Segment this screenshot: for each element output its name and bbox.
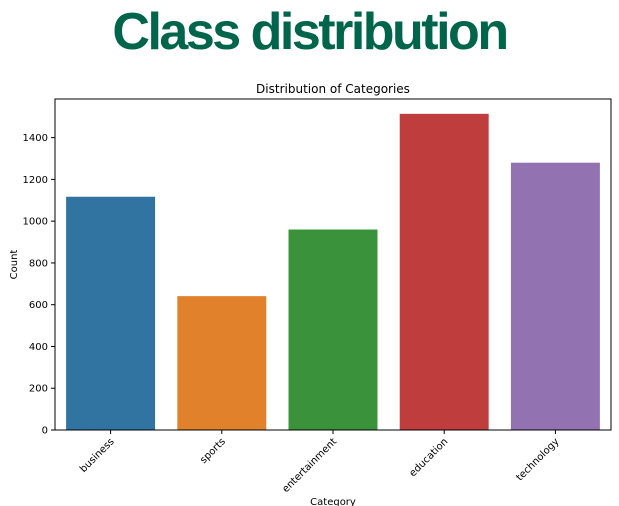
x-axis-label: Category bbox=[310, 497, 356, 506]
y-tick-label: 1000 bbox=[23, 217, 48, 228]
y-tick-label: 400 bbox=[29, 342, 48, 353]
x-tick-label: technology bbox=[514, 436, 561, 483]
bar-sports bbox=[177, 296, 267, 430]
bars-group bbox=[66, 113, 600, 430]
y-tick-label: 0 bbox=[42, 426, 48, 437]
y-axis-label: Count bbox=[9, 250, 20, 280]
y-tick-label: 1400 bbox=[23, 133, 48, 144]
plot-frame bbox=[54, 98, 612, 431]
x-tick-label: business bbox=[78, 436, 117, 475]
y-tick-label: 200 bbox=[29, 384, 48, 395]
bar-entertainment bbox=[288, 229, 378, 430]
y-tick-label: 1200 bbox=[23, 175, 48, 186]
x-axis: business sports entertainment education tech… bbox=[78, 430, 562, 495]
x-tick-label: entertainment bbox=[280, 436, 339, 495]
bar-business bbox=[66, 196, 156, 430]
bar-chart: Distribution of Categories 0 200 400 600 800… bbox=[9, 82, 612, 506]
x-tick-label: sports bbox=[198, 436, 228, 466]
x-tick-label: education bbox=[407, 436, 450, 479]
page-headline: Class distribution bbox=[112, 3, 509, 61]
bar-education bbox=[399, 113, 489, 430]
y-tick-label: 800 bbox=[29, 258, 48, 269]
chart-title: Distribution of Categories bbox=[256, 82, 410, 96]
y-tick-label: 600 bbox=[29, 300, 48, 311]
bar-technology bbox=[510, 162, 600, 430]
y-axis: 0 200 400 600 800 1000 1200 1400 bbox=[23, 133, 55, 437]
